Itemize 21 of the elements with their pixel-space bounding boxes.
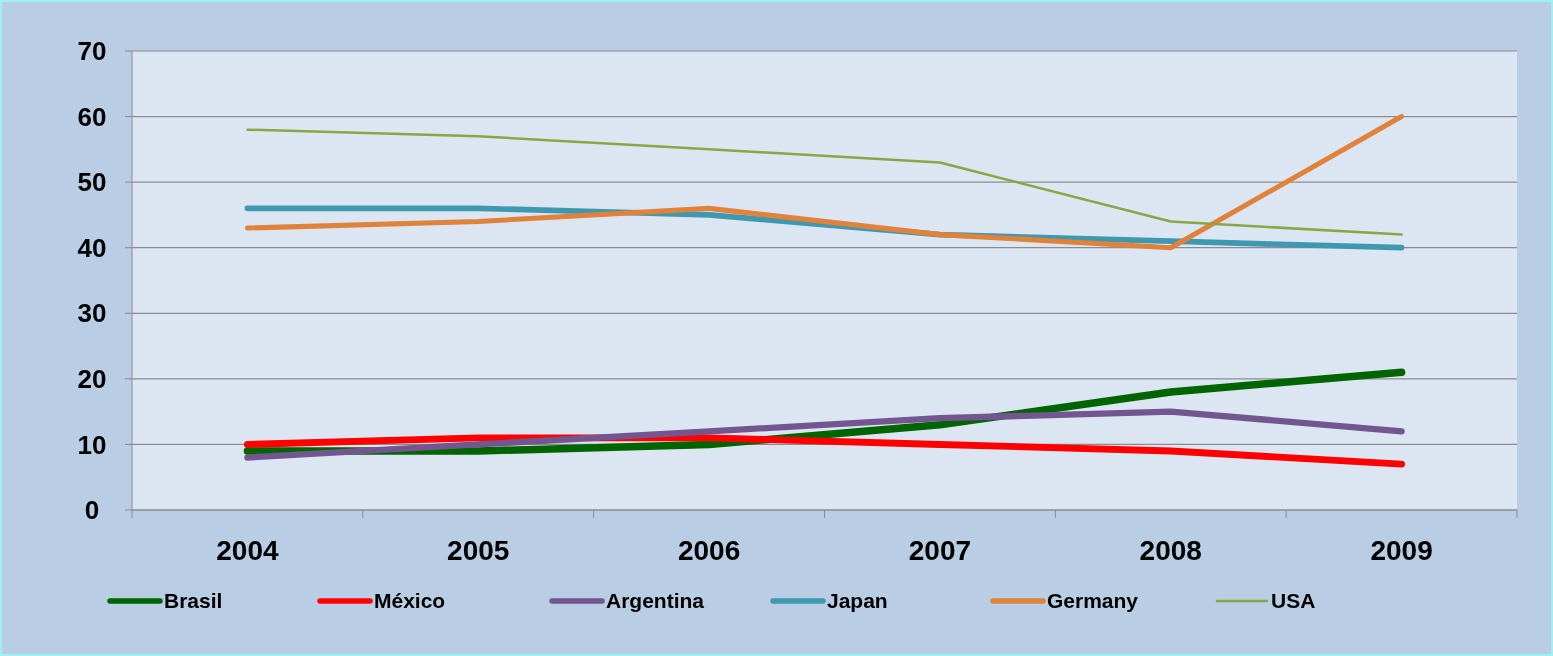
y-tick-label: 70 [77, 36, 107, 67]
x-tick-label: 2005 [447, 535, 510, 566]
y-tick-label: 10 [77, 429, 107, 460]
x-tick-label: 2006 [677, 535, 741, 566]
x-tick-label: 2009 [1370, 535, 1433, 566]
legend-label: USA [1271, 589, 1316, 613]
legend-label: Japan [827, 589, 888, 613]
y-tick-label: 60 [77, 101, 107, 132]
y-tick-label: 50 [77, 167, 107, 198]
line-series [246, 128, 1403, 236]
x-tick-label: 2007 [908, 535, 972, 566]
x-tick-label: 2004 [216, 535, 279, 566]
legend-label: Brasil [164, 589, 223, 613]
y-tick-label: 20 [77, 363, 107, 394]
x-tick-label: 2008 [1139, 535, 1202, 566]
y-tick-label: 0 [84, 495, 100, 526]
y-tick-label: 30 [77, 298, 107, 329]
y-tick-label: 40 [77, 232, 107, 263]
legend-label: México [374, 589, 446, 613]
legend-label: Argentina [606, 589, 705, 613]
legend-label: Germany [1047, 589, 1139, 613]
